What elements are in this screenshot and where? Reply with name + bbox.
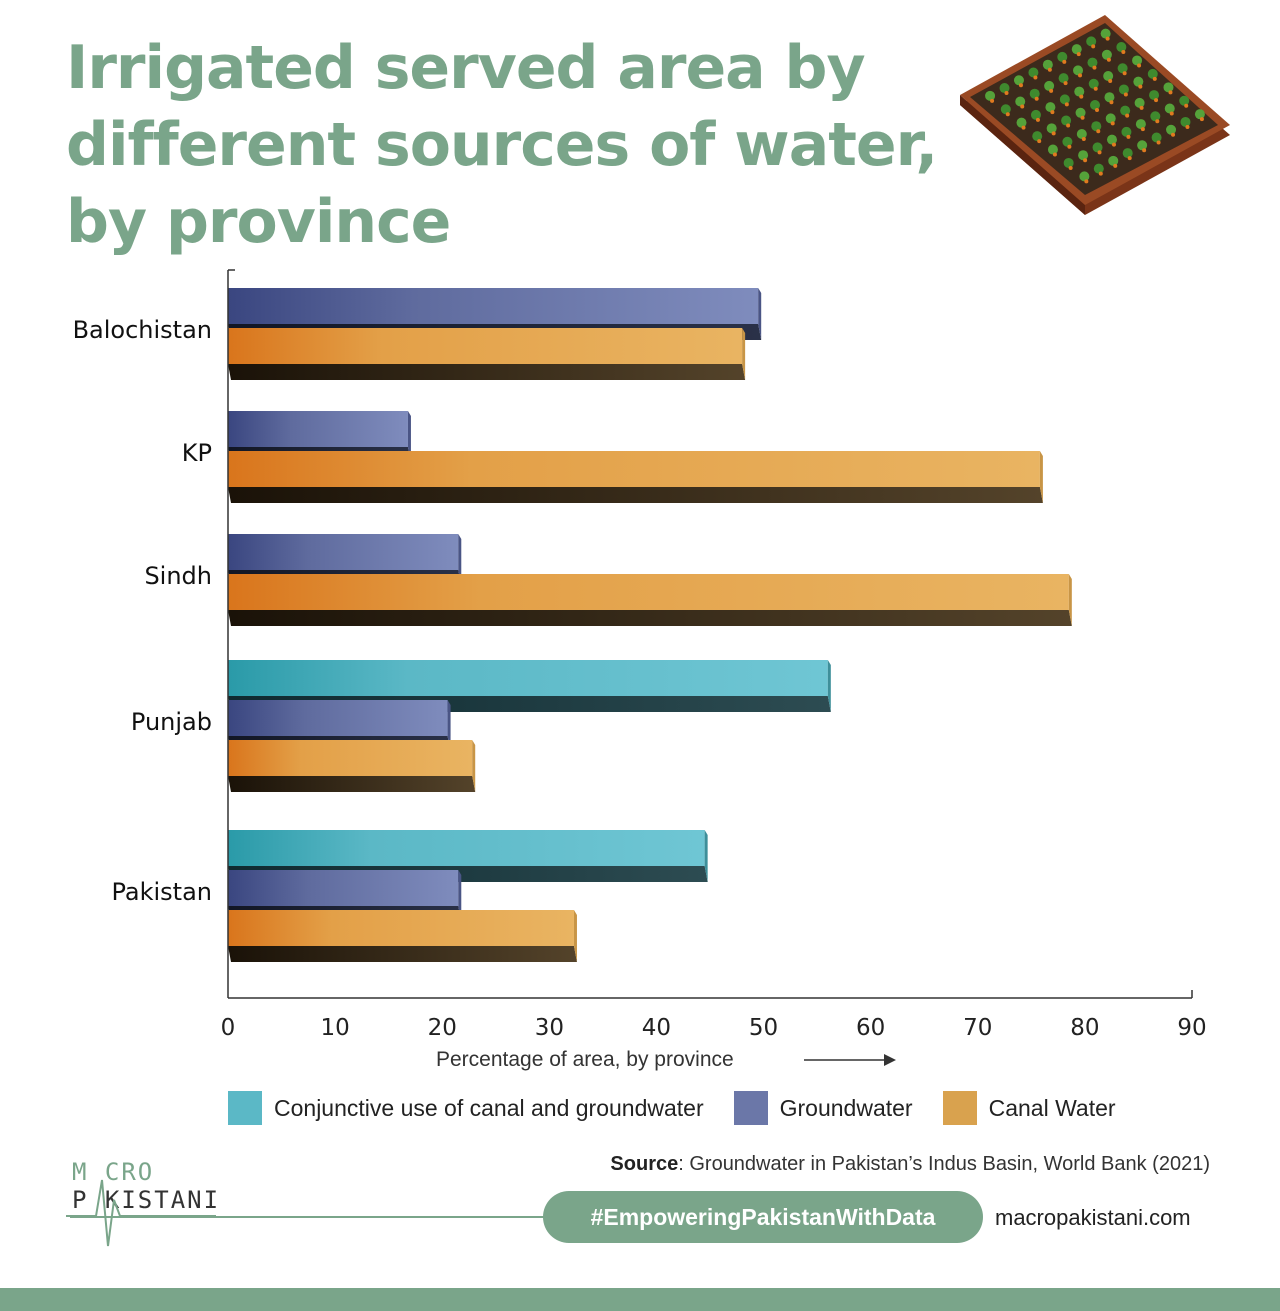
- legend-item-conjunctive: Conjunctive use of canal and groundwater: [228, 1091, 704, 1125]
- logo-line-1: M CRO: [72, 1158, 154, 1186]
- source-label: Source: [610, 1153, 679, 1175]
- legend-item-canal: Canal Water: [942, 1091, 1116, 1125]
- category-label-sindh: Sindh: [144, 562, 212, 590]
- x-tick-label-80: 80: [1070, 1015, 1099, 1041]
- bar-canal-kp: [228, 451, 1043, 503]
- x-tick-label-90: 90: [1177, 1015, 1206, 1041]
- bottom-band: [0, 1288, 1280, 1311]
- x-tick-label-10: 10: [320, 1015, 349, 1041]
- bar-conjunctive-punjab: [228, 660, 831, 712]
- source-note: Source: Groundwater in Pakistan’s Indus …: [610, 1153, 1210, 1176]
- legend-swatch-conjunctive: [228, 1091, 262, 1125]
- title-line-2: different sources of water,: [66, 110, 938, 180]
- title-line-3: by province: [66, 187, 451, 257]
- legend-swatch-groundwater: [733, 1091, 768, 1125]
- category-label-punjab: Punjab: [131, 708, 212, 736]
- category-label-kp: KP: [182, 439, 212, 467]
- x-tick-label-40: 40: [642, 1015, 671, 1041]
- legend-label-canal: Canal Water: [988, 1094, 1116, 1121]
- logo-line-2: P KISTANI: [72, 1186, 216, 1214]
- category-label-pakistan: Pakistan: [112, 878, 213, 906]
- arrow-right-icon: [804, 1054, 896, 1066]
- x-tick-label-70: 70: [963, 1015, 992, 1041]
- legend: Conjunctive use of canal and groundwater…: [228, 1088, 1146, 1128]
- source-text: : Groundwater in Pakistan’s Indus Basin,…: [678, 1153, 1210, 1175]
- macro-pakistani-logo: M CRO P KISTANI: [66, 1158, 216, 1247]
- bar-canal-sindh: [228, 574, 1072, 626]
- bar-canal-pakistan: [228, 910, 577, 962]
- bar-canal-balochistan: [228, 328, 746, 380]
- bar-chart: Balochistan KP Sindh Punjab Pakistan 0 10 20 30 4…: [73, 269, 1207, 1071]
- category-label-balochistan: Balochistan: [73, 316, 212, 344]
- x-axis-label: Percentage of area, by province: [436, 1048, 734, 1071]
- website-link[interactable]: macropakistani.com: [995, 1205, 1191, 1230]
- title-line-1: Irrigated served area by: [66, 33, 866, 103]
- x-tick-label-20: 20: [428, 1015, 457, 1041]
- x-tick-label-60: 60: [856, 1015, 885, 1041]
- x-tick-label-50: 50: [749, 1015, 778, 1041]
- legend-swatch-canal: [942, 1091, 977, 1125]
- legend-label-groundwater: Groundwater: [779, 1094, 913, 1121]
- hashtag-badge: #EmpoweringPakistanWithData: [543, 1191, 983, 1243]
- footer-divider: [70, 1216, 550, 1218]
- legend-label-conjunctive: Conjunctive use of canal and groundwater: [274, 1094, 704, 1121]
- legend-item-groundwater: Groundwater: [733, 1091, 913, 1125]
- x-tick-label-30: 30: [535, 1015, 564, 1041]
- chart-title: Irrigated served area by different sourc…: [66, 30, 966, 261]
- x-tick-label-0: 0: [221, 1015, 236, 1041]
- bar-canal-punjab: [228, 740, 476, 792]
- farm-field-illustration-icon: [960, 15, 1230, 215]
